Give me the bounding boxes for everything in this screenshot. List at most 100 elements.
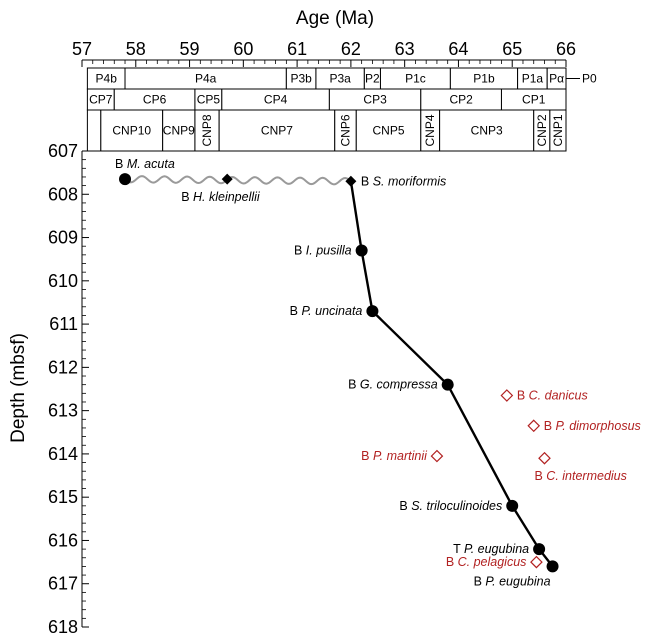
hiatus-wave — [124, 175, 352, 186]
zone-label: CP1 — [522, 93, 546, 107]
datum-point — [221, 173, 233, 185]
datum-label: B G. compressa — [348, 378, 438, 392]
x-tick-label: 58 — [126, 39, 146, 59]
zone-cell — [218, 109, 336, 152]
zone-label: CNP6 — [339, 114, 353, 146]
zone-label: Pα — [549, 72, 564, 86]
x-tick-label: 65 — [502, 39, 522, 59]
zone-cell — [194, 109, 220, 152]
zone-label: P4a — [195, 72, 217, 86]
datum-taxon: P. martinii — [373, 449, 428, 463]
datum-point — [345, 175, 357, 187]
datum-taxon: S. moriformis — [373, 174, 447, 188]
datum-prefix: B — [361, 174, 373, 188]
datum-taxon: C. danicus — [529, 388, 588, 402]
datum-prefix: B — [534, 469, 546, 483]
datum-prefix: B — [446, 555, 458, 569]
datum-point — [546, 560, 559, 573]
datum-label: B P. martinii — [361, 449, 428, 463]
x-axis-title: Age (Ma) — [296, 8, 374, 29]
datum-point — [533, 543, 546, 556]
zone-label: CNP3 — [471, 124, 503, 138]
y-tick-label: 608 — [48, 184, 78, 204]
x-tick-label: 64 — [448, 39, 468, 59]
datum-taxon: P. eugubina — [485, 574, 550, 588]
datum-prefix: B — [544, 419, 556, 433]
datum-taxon: G. compressa — [360, 378, 438, 392]
y-axis: 607 608 609 610 611 612 613 614 615 616 617 618 — [48, 141, 89, 635]
datum-taxon: P. dimorphosus — [556, 419, 641, 433]
datum-label: B P. eugubina — [474, 574, 551, 588]
zone-label: P3a — [329, 72, 351, 86]
datum-prefix: B — [115, 157, 127, 171]
zone-label: P1a — [522, 72, 544, 86]
zone-label: CP3 — [363, 93, 387, 107]
y-tick-label: 607 — [48, 141, 78, 161]
zone-table: P4b P4a P3b P3a P2 P1c P1b P1a Pα P0 CP7 CP6 CP5 CP4 C… — [86, 67, 597, 152]
x-tick-label: 61 — [287, 39, 307, 59]
y-tick-label: 614 — [48, 444, 78, 464]
datum-prefix: B — [290, 304, 302, 318]
zone-cell — [355, 109, 422, 152]
datum-label: B M. acuta — [115, 157, 175, 171]
datum-prefix: B — [181, 190, 193, 204]
datum-taxon: P. uncinata — [301, 304, 362, 318]
datum-point — [538, 451, 551, 465]
x-tick-label: 59 — [180, 39, 200, 59]
datum-prefix: B — [294, 244, 306, 258]
zone-label: P3b — [290, 72, 312, 86]
x-tick-label: 63 — [395, 39, 415, 59]
datum-prefix: B — [361, 449, 373, 463]
zone-extra-label: P0 — [582, 72, 597, 86]
zone-label: P1b — [473, 72, 495, 86]
datum-taxon: P. eugubina — [464, 542, 529, 556]
zone-label: CNP8 — [200, 114, 214, 146]
datum-prefix: B — [348, 378, 360, 392]
datum-prefix: T — [453, 542, 464, 556]
zone-label: CNP1 — [551, 114, 565, 146]
zone-cell — [162, 109, 196, 152]
y-tick-label: 611 — [49, 314, 78, 334]
zone-label: CNP5 — [373, 124, 405, 138]
datum-point — [366, 305, 379, 318]
zone-label: CNP9 — [163, 124, 195, 138]
y-tick-label: 609 — [48, 228, 78, 248]
datum-taxon: M. acuta — [127, 157, 175, 171]
y-tick-label: 612 — [48, 357, 78, 377]
datum-label: B C. pelagicus — [446, 555, 527, 569]
datum-taxon: I. pusilla — [306, 244, 352, 258]
datum-label: B P. uncinata — [290, 304, 363, 318]
y-tick-label: 613 — [48, 401, 78, 421]
zone-label: CP4 — [264, 93, 288, 107]
hiatus-line — [124, 175, 352, 186]
zone-label: CP2 — [449, 93, 473, 107]
x-axis-ticks: 57 58 59 60 61 62 63 64 65 66 — [72, 39, 576, 67]
x-tick-label: 66 — [556, 39, 576, 59]
zone-label: P1c — [405, 72, 426, 86]
datum-point — [530, 555, 543, 569]
y-axis-title: Depth (mbsf) — [8, 333, 29, 443]
datum-taxon: S. triloculinoides — [411, 499, 502, 513]
y-tick-label: 618 — [48, 617, 78, 635]
datum-point — [355, 244, 368, 257]
datum-taxon: H. kleinpellii — [193, 190, 261, 204]
zone-label: CNP4 — [423, 114, 437, 146]
zone-cell — [86, 109, 102, 152]
datum-point — [506, 499, 519, 512]
datum-label: B C. intermedius — [534, 469, 626, 483]
zone-label: CNP7 — [261, 124, 293, 138]
zone-label: CP6 — [143, 93, 167, 107]
zone-cell — [549, 109, 567, 152]
x-tick-label: 60 — [233, 39, 253, 59]
x-tick-label: 57 — [72, 39, 92, 59]
datum-point — [430, 449, 444, 463]
y-tick-label: 615 — [48, 487, 78, 507]
datum-point — [119, 173, 132, 186]
zone-label: CP7 — [89, 93, 113, 107]
datum-prefix: B — [399, 499, 411, 513]
y-tick-label: 610 — [48, 271, 78, 291]
zone-cell — [100, 109, 164, 152]
datum-point — [527, 419, 541, 433]
